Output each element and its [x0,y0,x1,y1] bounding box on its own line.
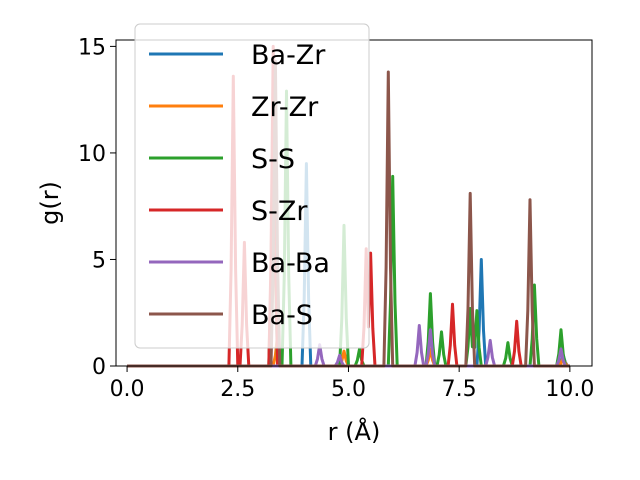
y-tick-label: 15 [78,35,106,60]
x-tick-label: 0.0 [110,377,145,402]
legend-entry-ba-s: Ba-S [251,300,313,331]
y-axis-ticks: 0 5 10 15 [78,35,116,380]
x-axis-label: r (Å) [328,417,381,446]
legend: Ba-Zr Zr-Zr S-S S-Zr Ba-Ba Ba-S [134,23,370,349]
legend-entry-zr-zr: Zr-Zr [251,92,319,123]
y-tick-label: 10 [78,142,106,167]
x-tick-label: 2.5 [220,377,255,402]
y-tick-label: 0 [92,355,106,380]
legend-entry-ba-ba: Ba-Ba [251,248,330,279]
x-axis-ticks: 0.0 2.5 5.0 7.5 10.0 [110,366,594,402]
legend-entry-s-s: S-S [251,144,295,175]
legend-entry-ba-zr: Ba-Zr [251,40,326,71]
legend-entry-s-zr: S-Zr [251,196,308,227]
y-tick-label: 5 [92,248,106,273]
y-axis-label: g(r) [36,181,64,225]
x-tick-label: 10.0 [545,377,594,402]
x-tick-label: 5.0 [331,377,366,402]
x-tick-label: 7.5 [442,377,477,402]
